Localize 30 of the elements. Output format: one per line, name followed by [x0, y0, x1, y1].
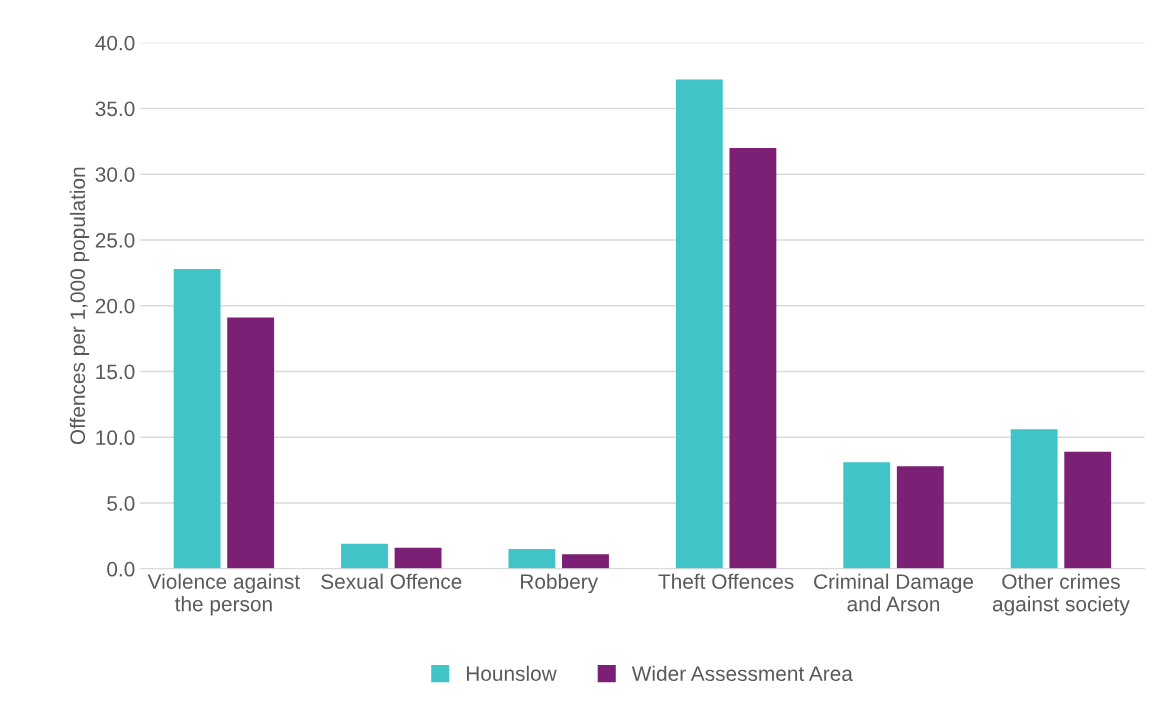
bar [394, 547, 442, 569]
x-tick-label: Criminal Damage and Arson [814, 573, 974, 612]
x-tick-label: Robbery [521, 573, 599, 594]
bar [843, 462, 891, 569]
y-tick-label: 20.0 [95, 298, 135, 314]
bar [896, 466, 944, 569]
bar [1010, 429, 1058, 569]
y-tick-label: 25.0 [95, 232, 135, 248]
y-tick-label: 30.0 [95, 167, 135, 182]
bar [341, 543, 388, 569]
bar [508, 549, 556, 569]
x-tick-label: Violence against the person [147, 573, 300, 616]
y-tick-label: 35.0 [95, 101, 135, 117]
legend-label: Hounslow [466, 665, 557, 682]
bar [562, 554, 609, 569]
bar [1064, 451, 1112, 569]
y-axis-title: Offences per 1,000 population [69, 167, 90, 445]
bar [173, 268, 221, 569]
x-tick-label: Other crimes against society [992, 573, 1130, 616]
legend-label: Wider Assessment Area [631, 665, 853, 682]
y-tick-label: 10.0 [96, 430, 135, 446]
x-tick-label: Sexual Offence [321, 573, 462, 589]
bar [729, 147, 777, 569]
y-tick-label: 40.0 [95, 35, 135, 51]
y-tick-label: 15.0 [96, 364, 135, 380]
y-tick-label: 5.0 [107, 496, 135, 511]
bar [227, 317, 275, 569]
y-tick-label: 0.0 [107, 561, 135, 577]
bar [675, 79, 723, 569]
x-tick-label: Theft Offences [658, 573, 794, 589]
